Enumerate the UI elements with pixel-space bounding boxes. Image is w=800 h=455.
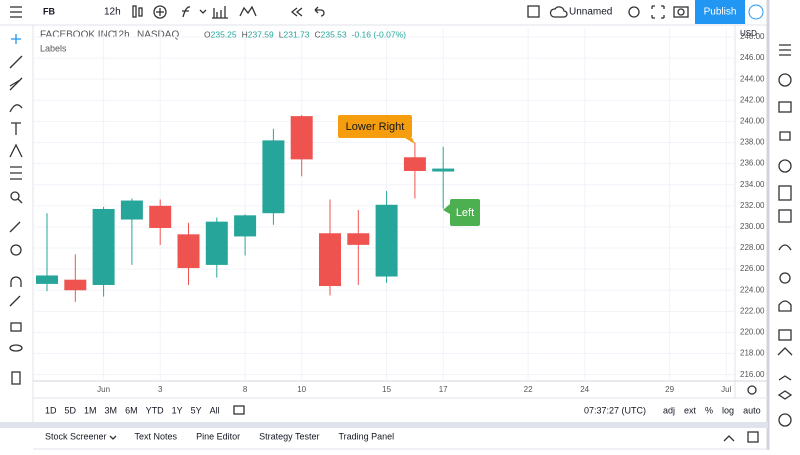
range-button[interactable]: YTD xyxy=(146,405,165,415)
y-tick-label: 242.00 xyxy=(740,95,765,104)
x-tick-label: 15 xyxy=(382,385,391,394)
candle-body xyxy=(177,234,200,269)
y-tick-label: 220.00 xyxy=(740,328,765,337)
publish-label[interactable]: Publish xyxy=(704,7,737,18)
panel-tab[interactable]: Stock Screener xyxy=(45,431,107,441)
y-tick-label: 236.00 xyxy=(740,159,765,168)
candle-body xyxy=(234,215,257,237)
currency: USD xyxy=(740,29,757,38)
clock: 07:37:27 (UTC) xyxy=(584,405,646,415)
symbol[interactable]: FB xyxy=(43,6,55,16)
x-tick-label: Jun xyxy=(97,385,110,394)
toolbar-icons[interactable] xyxy=(132,5,689,19)
panel-tab[interactable]: Pine Editor xyxy=(196,431,240,441)
x-tick-label: 8 xyxy=(243,385,248,394)
legend-change: -0.16 (-0.07%) xyxy=(352,29,406,39)
legend-value: 237.59 xyxy=(248,29,274,39)
y-tick-label: 248.00 xyxy=(740,32,765,41)
legend-key: O xyxy=(204,29,211,39)
candle-body xyxy=(262,140,285,214)
annotation-text: Lower Right xyxy=(346,121,405,133)
scale-option[interactable]: % xyxy=(705,405,713,415)
legend-exchange: NASDAQ xyxy=(137,30,179,41)
range-button[interactable]: All xyxy=(210,405,220,415)
range-button[interactable]: 1M xyxy=(84,405,97,415)
candle-body xyxy=(319,233,341,287)
y-tick-label: 222.00 xyxy=(740,306,765,315)
range-button[interactable]: 5D xyxy=(65,405,77,415)
x-tick-label: 24 xyxy=(580,385,589,394)
candle-body xyxy=(64,279,87,291)
y-tick-label: 224.00 xyxy=(740,285,765,294)
legend-key: H xyxy=(242,29,248,39)
y-tick-label: 218.00 xyxy=(740,349,765,358)
annotation-pointer xyxy=(405,138,415,144)
drawing-tools[interactable] xyxy=(9,34,23,385)
candle-body xyxy=(432,168,455,172)
range-button[interactable]: 1Y xyxy=(172,405,183,415)
candle-body xyxy=(149,205,172,228)
candle-body xyxy=(36,275,58,284)
panel-tab[interactable]: Strategy Tester xyxy=(259,431,319,441)
x-tick-label: Jul xyxy=(721,385,731,394)
legend-key: C xyxy=(315,29,321,39)
divider xyxy=(0,422,768,428)
legend-labels: Labels xyxy=(40,43,67,53)
replay-icon[interactable] xyxy=(748,4,764,20)
candle-body xyxy=(375,204,398,277)
publish-button[interactable] xyxy=(695,0,745,24)
y-tick-label: 226.00 xyxy=(740,264,765,273)
x-tick-label: 17 xyxy=(439,385,448,394)
legend-key: L xyxy=(279,29,284,39)
legend-value: 231.73 xyxy=(284,29,310,39)
y-tick-label: 234.00 xyxy=(740,180,765,189)
legend-name: FACEBOOK INC xyxy=(40,30,115,41)
candle-body xyxy=(403,157,426,171)
x-tick-label: 3 xyxy=(158,385,163,394)
menu-icon[interactable] xyxy=(10,6,22,18)
candle-body xyxy=(347,233,370,245)
candle-body xyxy=(120,200,143,220)
scale-option[interactable]: auto xyxy=(743,405,761,415)
y-tick-label: 230.00 xyxy=(740,222,765,231)
y-tick-label: 238.00 xyxy=(740,138,765,147)
panel-tab[interactable]: Trading Panel xyxy=(338,431,394,441)
range-button[interactable]: 3M xyxy=(105,405,118,415)
y-tick-label: 228.00 xyxy=(740,243,765,252)
scale-option[interactable]: adj xyxy=(663,405,675,415)
range-button[interactable]: 5Y xyxy=(191,405,202,415)
date-range-icon[interactable] xyxy=(233,405,245,415)
y-tick-label: 240.00 xyxy=(740,117,765,126)
x-tick-label: 29 xyxy=(665,385,674,394)
y-tick-label: 232.00 xyxy=(740,201,765,210)
range-button[interactable]: 6M xyxy=(125,405,138,415)
x-tick-label: 10 xyxy=(297,385,306,394)
annotation-text: Left xyxy=(456,207,474,219)
legend-value: 235.53 xyxy=(321,29,347,39)
y-tick-label: 244.00 xyxy=(740,74,765,83)
layout-name[interactable]: Unnamed xyxy=(569,7,612,18)
scale-option[interactable]: ext xyxy=(684,405,697,415)
panel-tab[interactable]: Text Notes xyxy=(135,431,178,441)
y-tick-label: 216.00 xyxy=(740,370,765,379)
y-tick-label: 246.00 xyxy=(740,53,765,62)
annotation-box xyxy=(338,115,412,138)
candle-body xyxy=(290,116,313,160)
sidebar-icons[interactable] xyxy=(777,44,793,427)
candle-body xyxy=(205,221,228,265)
annotation-box xyxy=(450,199,480,226)
candle-body xyxy=(92,208,115,285)
tab-controls[interactable] xyxy=(109,431,759,443)
legend-value: 235.25 xyxy=(211,29,237,39)
legend-interval: 12h xyxy=(113,30,130,41)
settings-icon[interactable] xyxy=(747,385,757,395)
x-tick-label: 22 xyxy=(524,385,533,394)
range-button[interactable]: 1D xyxy=(45,405,57,415)
interval[interactable]: 12h xyxy=(104,7,121,18)
annotation-pointer xyxy=(443,204,450,214)
scale-option[interactable]: log xyxy=(722,405,734,415)
